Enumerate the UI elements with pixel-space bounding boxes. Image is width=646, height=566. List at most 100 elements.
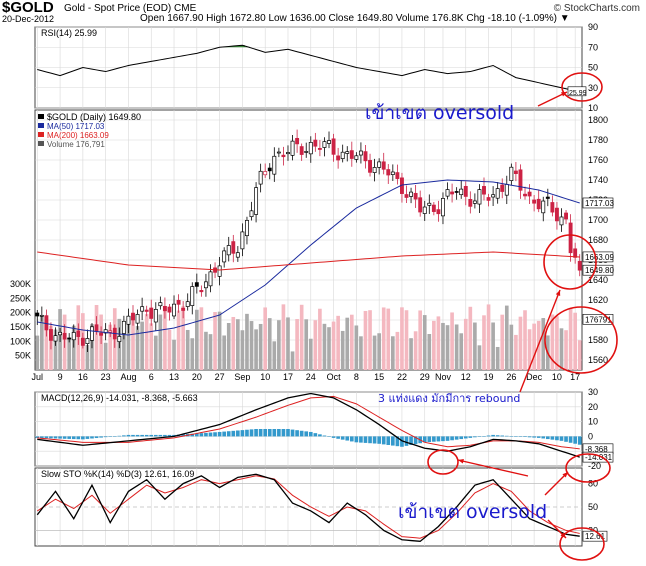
macd-histogram-bar [432, 436, 436, 442]
legend-swatch [38, 114, 44, 119]
volume-bar [445, 325, 450, 370]
candle-body [167, 306, 172, 313]
macd-histogram-bar [377, 436, 381, 444]
volume-bar [441, 322, 445, 370]
candle-body [35, 312, 40, 317]
volume-bar [85, 344, 90, 370]
macd-histogram-bar [336, 436, 340, 439]
macd-histogram-bar [573, 436, 577, 444]
volume-bar [236, 319, 240, 370]
macd-histogram-bar [491, 434, 495, 437]
macd-histogram-bar [359, 436, 363, 443]
candle-body [53, 335, 58, 342]
sto-d-line [37, 475, 580, 539]
volume-bar [573, 312, 577, 370]
macd-last-box [582, 451, 614, 463]
macd-histogram-bar [117, 435, 122, 437]
volume-bar [140, 321, 144, 370]
volume-bar [559, 328, 564, 370]
candle-body [513, 170, 518, 174]
candle-body [418, 197, 423, 213]
macd-histogram-bar [35, 436, 40, 438]
rsi-line [37, 44, 580, 93]
volume-bar [272, 341, 277, 370]
price-last-label: 1649.80 [585, 266, 614, 275]
volume-bar [422, 315, 427, 370]
volume-bar [135, 326, 140, 370]
macd-histogram-bar [267, 429, 272, 437]
rsi-tick-label: 50 [588, 63, 598, 73]
price-legend-entry: $GOLD (Daily) 1649.80 [47, 112, 141, 122]
macd-histogram-bar [318, 434, 322, 437]
macd-histogram-bar [427, 436, 432, 443]
macd-histogram-bar [122, 435, 126, 437]
macd-histogram-bar [58, 436, 62, 439]
volume-bar [108, 324, 113, 370]
price-tick-label: 1760 [588, 155, 608, 165]
price-tick-label: 1740 [588, 175, 608, 185]
candle-body [162, 305, 167, 312]
volume-bar [527, 329, 532, 370]
macd-histogram-bar [213, 432, 217, 437]
macd-histogram-bar [536, 436, 541, 438]
volume-bar [436, 316, 441, 370]
candle-body [468, 198, 473, 207]
macd-histogram-bar [286, 429, 290, 437]
macd-histogram-bar [126, 434, 131, 437]
macd-histogram-bar [90, 436, 94, 439]
volume-bar [122, 331, 126, 370]
candle-body [450, 191, 455, 195]
candle-body [354, 155, 359, 160]
volume-bar [509, 324, 514, 370]
candle-body [532, 199, 537, 204]
macd-histogram-bar [231, 430, 236, 437]
candle-body [144, 309, 149, 312]
macd-signal-line [37, 395, 580, 450]
price-last-label: 1663.09 [585, 253, 614, 262]
macd-histogram-bar [564, 436, 568, 442]
candle-body [386, 169, 391, 176]
macd-histogram-bar [322, 435, 327, 437]
volume-bar [281, 304, 286, 370]
volume-bar [258, 323, 263, 370]
x-tick-label: 29 [420, 372, 430, 382]
x-tick-label: 9 [58, 372, 63, 382]
volume-bar [158, 314, 163, 370]
x-tick-label: 17 [283, 372, 293, 382]
candle-body [290, 140, 295, 156]
candle-body [518, 169, 523, 191]
macd-histogram-bar [395, 436, 400, 447]
quote-summary: Open 1667.90 High 1672.80 Low 1636.00 Cl… [140, 13, 570, 24]
volume-bar [167, 329, 172, 370]
volume-bar [514, 334, 518, 370]
macd-histogram-bar [53, 436, 58, 439]
volume-bar [204, 331, 208, 370]
volume-bar [322, 323, 327, 370]
candle-body [258, 170, 263, 185]
volume-tick-label: 250K [10, 293, 31, 303]
volume-bar [35, 335, 40, 370]
volume-bar [381, 307, 386, 370]
macd-histogram-bar [363, 436, 368, 443]
candle-body [472, 200, 477, 204]
volume-bar [308, 338, 313, 370]
candle-body [504, 183, 509, 196]
volume-bar [331, 321, 336, 370]
candle-body [281, 154, 286, 158]
macd-histogram-bar [349, 436, 354, 442]
candle-body [199, 290, 204, 293]
legend-swatch [38, 132, 44, 137]
volume-bar [226, 323, 231, 370]
x-tick-label: Sep [234, 372, 250, 382]
x-tick-label: 26 [506, 372, 516, 382]
volume-bar [345, 317, 350, 370]
candle-body [158, 302, 163, 307]
volume-bar [176, 310, 181, 370]
macd-histogram-bar [108, 436, 113, 437]
sto-tick-label: 80 [588, 479, 598, 489]
arrow-shaft [457, 459, 529, 477]
volume-bar [327, 327, 331, 370]
volume-bar [231, 316, 236, 370]
volume-bar [153, 335, 158, 370]
volume-tick-label: 50K [15, 351, 31, 361]
